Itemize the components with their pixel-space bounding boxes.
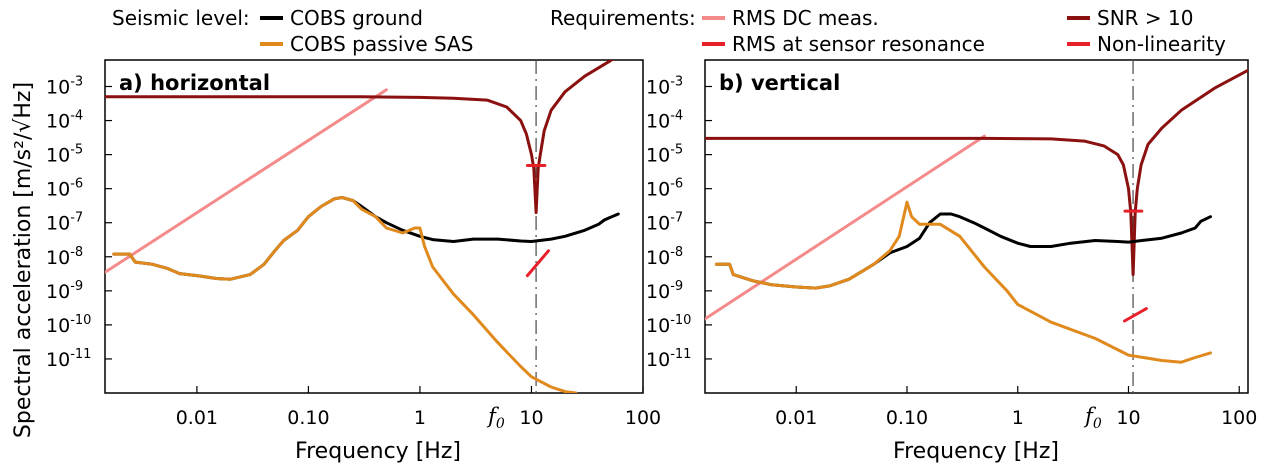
legend-label-cobs-ground: COBS ground bbox=[290, 6, 423, 30]
f0-label: f0 bbox=[486, 404, 505, 432]
y-tick-base: 10 bbox=[46, 77, 70, 99]
series-cobs-passive-sas bbox=[714, 200, 1212, 364]
y-tick-label: 10-11 bbox=[46, 347, 91, 371]
x-tick-label: 0.01 bbox=[176, 407, 218, 429]
y-tick-base: 10 bbox=[646, 281, 670, 303]
y-tick-label: 10-11 bbox=[646, 347, 691, 371]
y-tick-label: 10-7 bbox=[46, 211, 83, 235]
legend-seismic-title: Seismic level: bbox=[112, 6, 250, 30]
series-non-linearity bbox=[1123, 307, 1148, 323]
x-tick-label: 1 bbox=[414, 407, 426, 429]
y-tick-exponent: -7 bbox=[70, 211, 83, 226]
y-tick-exponent: -10 bbox=[70, 313, 91, 328]
series-cobs-passive-sas bbox=[112, 196, 578, 393]
y-tick-exponent: -10 bbox=[670, 313, 691, 328]
x-tick-label: 0.10 bbox=[287, 407, 329, 429]
y-tick-label: 10-4 bbox=[646, 109, 683, 133]
y-tick-exponent: -7 bbox=[670, 211, 683, 226]
x-tick-label: 10 bbox=[1116, 407, 1140, 429]
legend-label-snr: SNR > 10 bbox=[1097, 6, 1193, 30]
y-tick-base: 10 bbox=[646, 349, 670, 371]
y-tick-label: 10-7 bbox=[646, 211, 683, 235]
plot-frame bbox=[104, 59, 644, 394]
x-tick-label: 10 bbox=[519, 407, 543, 429]
series-cobs-ground bbox=[714, 212, 1212, 290]
y-tick-label: 10-8 bbox=[646, 245, 683, 269]
series-rms-dc-meas bbox=[105, 88, 388, 274]
f0-subscript: 0 bbox=[496, 416, 505, 432]
y-tick-base: 10 bbox=[46, 213, 70, 235]
y-tick-base: 10 bbox=[646, 315, 670, 337]
panel-title: b) vertical bbox=[719, 71, 840, 95]
y-tick-label: 10-10 bbox=[46, 313, 91, 337]
x-axis-title: Frequency [Hz] bbox=[295, 439, 461, 464]
y-tick-label: 10-8 bbox=[46, 245, 83, 269]
x-tick-label: 0.01 bbox=[775, 407, 817, 429]
y-tick-label: 10-3 bbox=[46, 75, 83, 99]
y-tick-exponent: -8 bbox=[670, 245, 683, 260]
y-tick-exponent: -5 bbox=[670, 143, 683, 158]
y-tick-base: 10 bbox=[46, 179, 70, 201]
y-tick-base: 10 bbox=[646, 179, 670, 201]
x-tick-label: 1 bbox=[1012, 407, 1024, 429]
y-tick-base: 10 bbox=[646, 213, 670, 235]
y-tick-base: 10 bbox=[646, 247, 670, 269]
y-tick-exponent: -3 bbox=[670, 75, 683, 90]
y-tick-label: 10-3 bbox=[646, 75, 683, 99]
y-tick-exponent: -9 bbox=[70, 279, 83, 294]
y-tick-exponent: -9 bbox=[670, 279, 683, 294]
y-tick-exponent: -4 bbox=[670, 109, 683, 124]
y-tick-label: 10-4 bbox=[46, 109, 83, 133]
y-tick-base: 10 bbox=[646, 145, 670, 167]
y-tick-base: 10 bbox=[46, 247, 70, 269]
y-tick-exponent: -6 bbox=[70, 177, 83, 192]
panel-title: a) horizontal bbox=[119, 71, 270, 95]
y-tick-base: 10 bbox=[46, 315, 70, 337]
y-tick-label: 10-6 bbox=[46, 177, 83, 201]
y-tick-exponent: -3 bbox=[70, 75, 83, 90]
series-cobs-ground bbox=[112, 196, 620, 281]
y-tick-label: 10-9 bbox=[646, 279, 683, 303]
series-snr-10 bbox=[705, 68, 1248, 277]
y-tick-label: 10-10 bbox=[646, 313, 691, 337]
y-tick-exponent: -11 bbox=[670, 347, 691, 362]
y-tick-label: 10-5 bbox=[646, 143, 683, 167]
legend-requirements-title: Requirements: bbox=[550, 6, 696, 30]
f0-label: f0 bbox=[1083, 404, 1102, 432]
y-tick-base: 10 bbox=[646, 77, 670, 99]
y-tick-exponent: -6 bbox=[670, 177, 683, 192]
y-tick-label: 10-5 bbox=[46, 143, 83, 167]
plot-frame bbox=[704, 59, 1249, 394]
y-tick-base: 10 bbox=[46, 349, 70, 371]
legend: Seismic level: Requirements: COBS ground… bbox=[112, 6, 1226, 56]
y-tick-exponent: -11 bbox=[70, 347, 91, 362]
x-tick-label: 100 bbox=[625, 407, 661, 429]
x-tick-label: 0.10 bbox=[886, 407, 928, 429]
f0-subscript: 0 bbox=[1093, 416, 1102, 432]
y-tick-base: 10 bbox=[46, 281, 70, 303]
y-tick-label: 10-9 bbox=[46, 279, 83, 303]
y-tick-base: 10 bbox=[646, 111, 670, 133]
legend-label-rms-res: RMS at sensor resonance bbox=[732, 32, 985, 56]
y-tick-base: 10 bbox=[46, 111, 70, 133]
legend-label-rms-dc: RMS DC meas. bbox=[732, 6, 879, 30]
legend-label-nonlin: Non-linearity bbox=[1097, 32, 1226, 56]
y-axis-title: Spectral acceleration [m/s²/√Hz] bbox=[11, 82, 36, 438]
series-snr-10 bbox=[105, 60, 615, 214]
y-tick-label: 10-6 bbox=[646, 177, 683, 201]
x-tick-label: 100 bbox=[1221, 407, 1257, 429]
y-tick-exponent: -5 bbox=[70, 143, 83, 158]
legend-label-cobs-sas: COBS passive SAS bbox=[290, 32, 473, 56]
x-axis-title: Frequency [Hz] bbox=[893, 439, 1059, 464]
y-tick-base: 10 bbox=[46, 145, 70, 167]
y-tick-exponent: -8 bbox=[70, 245, 83, 260]
series-rms-dc-meas bbox=[705, 134, 986, 321]
series-non-linearity bbox=[525, 249, 550, 278]
y-tick-exponent: -4 bbox=[70, 109, 83, 124]
